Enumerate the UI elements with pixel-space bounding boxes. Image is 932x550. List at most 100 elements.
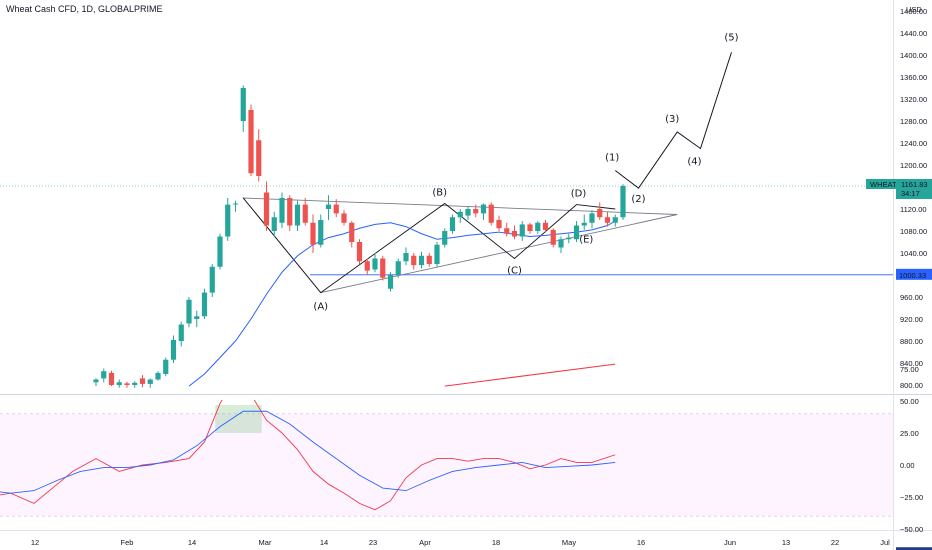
- time-tick-label: 14: [188, 538, 196, 547]
- candle-body: [116, 382, 122, 385]
- wave-label: (C): [507, 266, 522, 277]
- wave-label: (E): [579, 234, 593, 245]
- candle-body: [364, 261, 370, 271]
- oscillator-value-badge: [896, 547, 932, 550]
- candle-body: [380, 258, 386, 278]
- time-tick-label: 12: [31, 538, 39, 547]
- candle-body: [589, 213, 595, 223]
- price-tick-label: 1480.00: [900, 7, 927, 16]
- price-tick-label: 800.00: [900, 381, 923, 390]
- price-tick-label: 1200.00: [900, 161, 927, 170]
- time-tick-label: Mar: [259, 538, 272, 547]
- candle-body: [473, 209, 479, 214]
- oscillator-tick-label: 75.00: [900, 365, 919, 374]
- candle-body: [318, 220, 324, 245]
- time-tick-label: Jul: [880, 538, 890, 547]
- candle-body: [124, 383, 130, 385]
- candle-body: [349, 222, 355, 242]
- oscillator-tick-label: −25.00: [900, 493, 923, 502]
- candle-body: [302, 204, 308, 223]
- candle-body: [581, 222, 587, 226]
- candle-body: [550, 229, 556, 245]
- candle-body: [612, 217, 618, 223]
- time-tick-label: 18: [492, 538, 500, 547]
- price-axis-currency: USD: [906, 5, 922, 14]
- candle-body: [519, 224, 525, 237]
- candle-body: [620, 185, 626, 218]
- time-tick-label: 23: [369, 538, 377, 547]
- candle-body: [542, 222, 549, 230]
- price-tick-label: 1040.00: [900, 249, 927, 258]
- candle-body: [434, 244, 440, 264]
- wave-label: (A): [313, 302, 328, 313]
- candle-body: [155, 372, 161, 380]
- time-tick-label: Jun: [724, 538, 736, 547]
- wave-label: (3): [665, 114, 679, 125]
- wave-label: (4): [687, 157, 701, 168]
- price-tick-label: 1320.00: [900, 95, 927, 104]
- candle-body: [604, 217, 611, 223]
- candle-body: [535, 222, 541, 231]
- price-tick-label: 1400.00: [900, 51, 927, 60]
- price-tick-label: 840.00: [900, 359, 923, 368]
- candle-body: [225, 204, 231, 237]
- time-tick-label: May: [562, 538, 576, 547]
- candle-body: [139, 378, 146, 384]
- oscillator-pane: [0, 400, 893, 517]
- wave-label: (2): [631, 194, 645, 205]
- candle-body: [449, 217, 456, 231]
- candle-body: [232, 203, 239, 205]
- candle-body: [395, 261, 401, 275]
- wave-label: (5): [724, 32, 738, 43]
- moving-average-line: [188, 220, 616, 387]
- candle-body: [403, 253, 409, 262]
- candle-body: [256, 140, 262, 176]
- oscillator-highlight: [215, 405, 262, 433]
- price-tick-label: 1080.00: [900, 227, 927, 236]
- candle-body: [457, 211, 463, 218]
- level-badge-text: 1000.33: [899, 271, 926, 280]
- time-tick-label: Apr: [419, 538, 431, 547]
- time-tick-label: 14: [320, 538, 328, 547]
- candle-body: [465, 209, 471, 216]
- last-price-badge: [896, 178, 932, 199]
- candle-body: [287, 198, 293, 226]
- candle-body: [201, 292, 208, 317]
- candle-body: [248, 110, 254, 174]
- wave-label: (D): [571, 189, 587, 200]
- candle-body: [93, 379, 99, 383]
- price-tick-label: 1280.00: [900, 117, 927, 126]
- price-tick-label: 1240.00: [900, 139, 927, 148]
- candle-body: [566, 237, 572, 240]
- candle-body: [163, 359, 169, 374]
- price-tick-label: 1440.00: [900, 29, 927, 38]
- candle-body: [209, 266, 215, 293]
- wave-label: (1): [605, 153, 619, 164]
- candle-body: [240, 88, 246, 121]
- candle-body: [341, 213, 347, 223]
- red-trend-line: [444, 363, 616, 387]
- candle-body: [108, 372, 115, 385]
- candle-body: [310, 222, 316, 245]
- candle-body: [511, 231, 518, 237]
- candle-body: [418, 255, 425, 266]
- oscillator-tick-label: 50.00: [900, 397, 919, 406]
- candle-body: [325, 204, 332, 209]
- candle-body: [186, 299, 192, 324]
- time-tick-label: Feb: [121, 538, 134, 547]
- price-pane: (A) (B) (C) (D) (E) (1) (2) (3) (4) (5): [0, 32, 893, 388]
- last-price-text: 1161.83: [901, 180, 928, 189]
- candle-body: [442, 231, 448, 245]
- candle-body: [488, 204, 494, 223]
- candle-body: [496, 220, 502, 229]
- candle-body: [170, 339, 177, 360]
- countdown-text: 34:17: [901, 189, 920, 198]
- time-tick-label: 13: [782, 538, 790, 547]
- candle-body: [480, 204, 487, 214]
- oscillator-tick-label: 0.00: [900, 461, 915, 470]
- chart-title: Wheat Cash CFD, 1D, GLOBALPRIME: [6, 4, 163, 14]
- symbol-badge: [866, 178, 896, 189]
- candle-body: [132, 382, 138, 385]
